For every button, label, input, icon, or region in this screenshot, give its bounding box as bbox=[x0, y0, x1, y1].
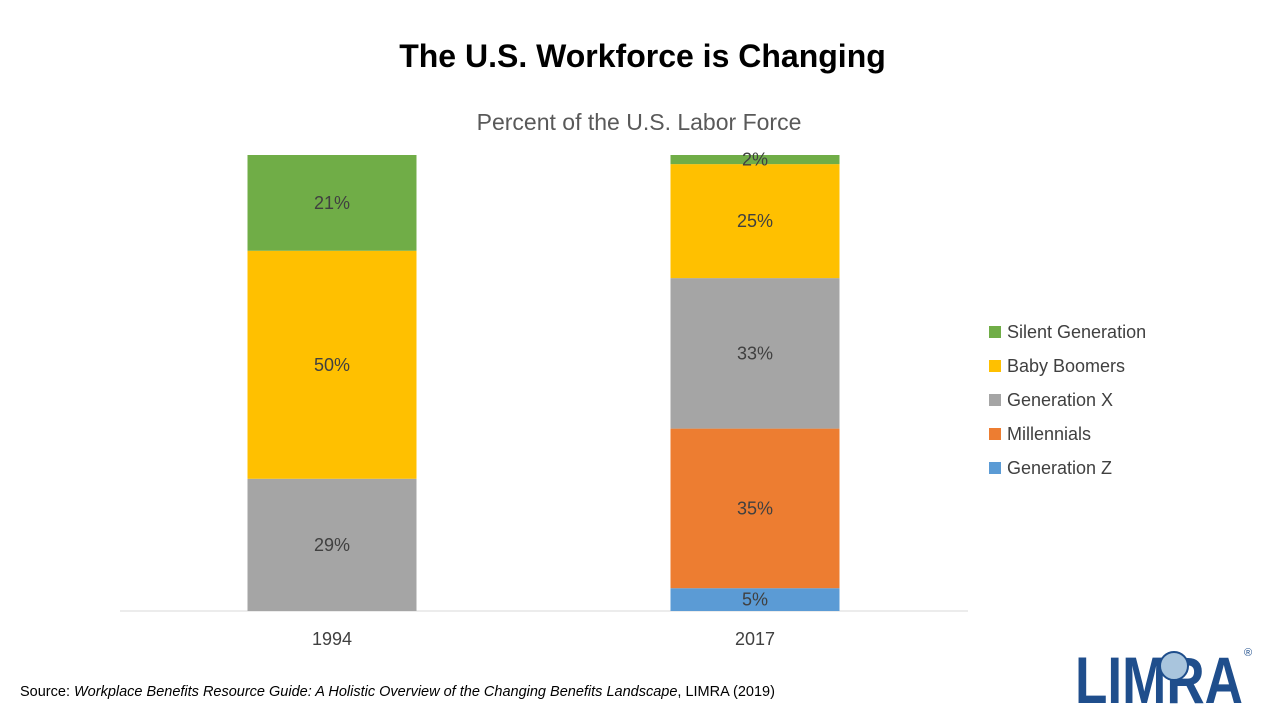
bar-segment-2017-millennials bbox=[670, 428, 840, 589]
bar-segment-1994-baby-boomers bbox=[247, 250, 417, 479]
data-label-1994-baby-boomers: 50% bbox=[314, 355, 350, 375]
stacked-bar-chart: Percent of the U.S. Labor Force 29% 50% 21… bbox=[120, 109, 1146, 649]
slide-title: The U.S. Workforce is Changing bbox=[399, 38, 886, 74]
bars-group: 29% 50% 21% 5% 35% 33% 25% 2% bbox=[247, 150, 840, 611]
chart-title: Percent of the U.S. Labor Force bbox=[477, 109, 802, 135]
bar-segment-2017-generation-z bbox=[670, 588, 840, 611]
bar-segment-1994-silent-generation bbox=[247, 155, 417, 251]
chart-legend: Silent Generation Baby Boomers Generation … bbox=[989, 322, 1146, 478]
legend-label-millennials: Millennials bbox=[1007, 424, 1091, 444]
registered-mark-icon: ® bbox=[1244, 647, 1252, 659]
data-label-1994-generation-x: 29% bbox=[314, 535, 350, 555]
data-label-2017-baby-boomers: 25% bbox=[737, 211, 773, 231]
bar-segment-1994-generation-x bbox=[247, 478, 417, 611]
x-tick-1994: 1994 bbox=[312, 629, 352, 649]
legend-swatch-generation-z bbox=[989, 462, 1001, 474]
legend-swatch-millennials bbox=[989, 428, 1001, 440]
x-tick-labels: 1994 2017 bbox=[312, 629, 775, 649]
limra-logo-text: LIMRA bbox=[1075, 643, 1243, 708]
data-label-2017-silent-generation: 2% bbox=[742, 150, 768, 170]
legend-swatch-silent-generation bbox=[989, 326, 1001, 338]
limra-logo: LIMRA ® bbox=[1075, 643, 1252, 708]
data-label-2017-generation-z: 5% bbox=[742, 590, 768, 610]
bar-segment-2017-silent-generation bbox=[670, 155, 840, 165]
legend-swatch-baby-boomers bbox=[989, 360, 1001, 372]
data-label-1994-silent-generation: 21% bbox=[314, 193, 350, 213]
legend-label-generation-z: Generation Z bbox=[1007, 458, 1112, 478]
legend-label-generation-x: Generation X bbox=[1007, 390, 1113, 410]
bar-segment-2017-generation-x bbox=[670, 278, 840, 429]
legend-label-baby-boomers: Baby Boomers bbox=[1007, 356, 1125, 376]
globe-icon bbox=[1159, 651, 1189, 681]
source-note: Source: Workplace Benefits Resource Guid… bbox=[20, 684, 775, 700]
data-label-2017-generation-x: 33% bbox=[737, 343, 773, 363]
x-tick-2017: 2017 bbox=[735, 629, 775, 649]
legend-swatch-generation-x bbox=[989, 394, 1001, 406]
source-title: Workplace Benefits Resource Guide: A Hol… bbox=[74, 684, 678, 700]
source-prefix: Source: bbox=[20, 684, 74, 700]
source-suffix: , LIMRA (2019) bbox=[677, 684, 775, 700]
data-label-2017-millennials: 35% bbox=[737, 498, 773, 518]
bar-segment-2017-baby-boomers bbox=[670, 164, 840, 279]
legend-label-silent-generation: Silent Generation bbox=[1007, 322, 1146, 342]
